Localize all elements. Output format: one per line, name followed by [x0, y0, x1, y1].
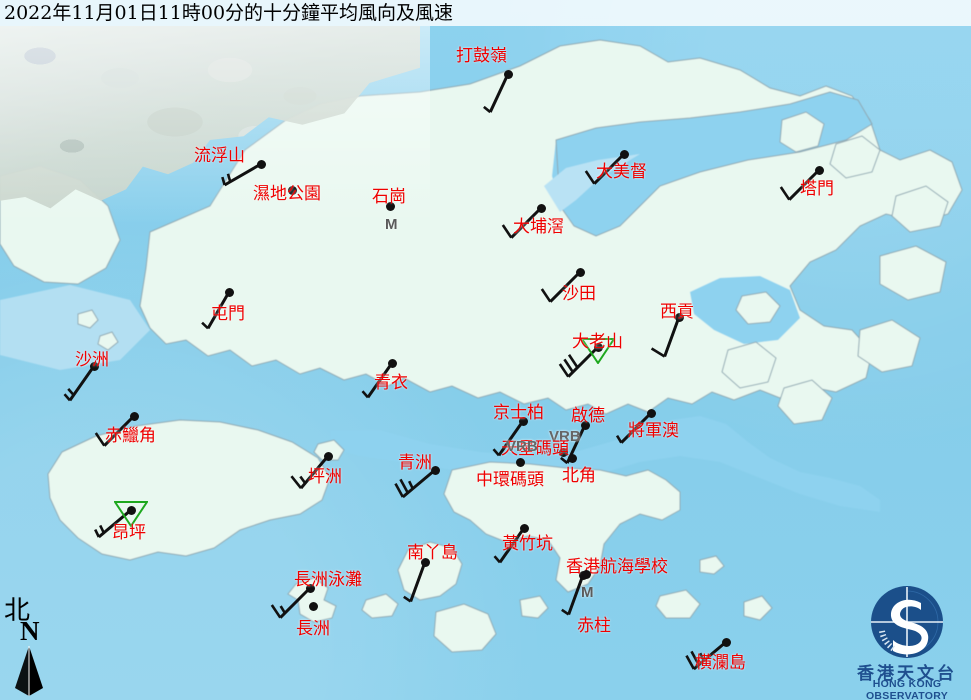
station-label: 大埔滘 — [513, 217, 564, 237]
station-dot — [126, 505, 136, 515]
station-dot — [593, 342, 603, 352]
hko-logo-icon — [871, 586, 943, 658]
station-dot — [814, 165, 824, 175]
station-dot — [224, 287, 234, 297]
wind-barb-icon — [483, 73, 510, 114]
station-dot — [89, 361, 99, 371]
station-label: 青洲 — [398, 453, 432, 473]
station-label: 流浮山 — [194, 146, 245, 166]
station-dot — [536, 203, 546, 213]
station-dot — [567, 453, 577, 463]
station-label: 塔門 — [800, 179, 834, 199]
station-dot — [503, 69, 513, 79]
hko-logo-text-cn: 香港天文台 — [857, 664, 957, 684]
station-dot — [515, 457, 525, 467]
page-title: 2022年11月01日11時00分的十分鐘平均風向及風速 — [4, 2, 454, 24]
station-dot — [575, 267, 585, 277]
station-label: 赤鱲角 — [105, 426, 156, 446]
station-label: 南丫島 — [407, 543, 458, 563]
wind-barb-icon — [221, 162, 262, 187]
wind-barb-icon — [270, 586, 312, 619]
station-label: 長洲 — [296, 619, 330, 639]
station-dot — [646, 408, 656, 418]
station-label: 横瀾島 — [695, 653, 746, 673]
wind-barb-icon — [584, 152, 626, 185]
wind-barb-icon — [615, 411, 653, 444]
wind-barb-icon — [403, 561, 427, 603]
wind-barb-icon — [561, 574, 585, 616]
station-dot — [518, 416, 528, 426]
station-label: 香港航海學校 — [566, 557, 668, 577]
station-label: 將軍澳 — [628, 421, 679, 441]
station-label: 大老山 — [572, 332, 623, 352]
wind-barb-icon — [361, 362, 394, 399]
station-dot — [287, 185, 297, 195]
hko-logo: 香港天文台 HONG KONG OBSERVATORY — [848, 585, 966, 700]
title-bar: 2022年11月01日11時00分的十分鐘平均風向及風速 — [0, 0, 971, 26]
station-dot — [430, 465, 440, 475]
station-dot — [580, 420, 590, 430]
hko-logo-text-en: HONG KONG OBSERVATORY — [865, 678, 949, 700]
station-dot — [387, 358, 397, 368]
station-dot — [581, 569, 591, 579]
station-label: 赤柱 — [577, 616, 611, 636]
station-dot — [385, 201, 395, 211]
station-dot — [721, 637, 731, 647]
compass-needle-icon — [15, 646, 43, 696]
wind-barb-icon — [501, 206, 543, 239]
wind-barb-icon — [493, 527, 526, 564]
station-label: 沙田 — [562, 284, 596, 304]
station-dot — [674, 312, 684, 322]
station-label: 大美督 — [596, 162, 647, 182]
wind-barb-icon — [63, 365, 96, 402]
station-label: 石崗 — [372, 187, 406, 207]
station-label: 北角 — [562, 466, 596, 486]
wind-barb-icon — [540, 270, 582, 303]
station-dot — [256, 159, 266, 169]
station-dot — [305, 583, 315, 593]
station-label: 天星碼頭 — [501, 439, 569, 459]
station-label: 青衣 — [374, 373, 408, 393]
station-label: 中環碼頭 — [476, 470, 544, 490]
station-dot — [519, 523, 529, 533]
station-dot — [323, 451, 333, 461]
wind-barb-icon — [94, 414, 136, 447]
station-label: 啟德 — [571, 406, 605, 426]
variable-wind-marker: VRB — [506, 438, 538, 455]
station-label: 坪洲 — [308, 467, 342, 487]
wind-barb-icon — [290, 455, 330, 490]
wind-barb-icon — [779, 168, 821, 201]
station-label: 沙洲 — [75, 350, 109, 370]
wind-barb-icon — [94, 508, 132, 539]
variable-wind-marker: VRB — [549, 428, 581, 445]
station-highlight-triangle-icon — [581, 338, 615, 364]
missing-data-marker: M — [385, 216, 398, 233]
station-dot — [619, 149, 629, 159]
station-label: 昂坪 — [112, 523, 146, 543]
station-label: 濕地公園 — [253, 184, 321, 204]
compass-label-cn: 北 — [4, 596, 31, 626]
station-highlight-triangle-icon — [114, 501, 148, 527]
station-dot — [558, 447, 568, 457]
station-label: 打鼓嶺 — [456, 46, 507, 66]
station-dot — [129, 411, 139, 421]
wind-barb-icon — [685, 640, 727, 671]
station-dot — [420, 557, 430, 567]
wind-barb-icon — [650, 316, 681, 358]
station-label: 西貢 — [660, 302, 694, 322]
station-label: 屯門 — [211, 304, 245, 324]
compass-rose: 北 N — [4, 590, 66, 696]
wind-barb-icon — [558, 345, 600, 378]
station-dot — [308, 601, 318, 611]
missing-data-marker: M — [581, 584, 594, 601]
wind-barb-icon — [492, 420, 525, 457]
station-label: 長洲泳灘 — [294, 570, 362, 590]
station-label: 京士柏 — [493, 403, 544, 423]
compass-label-en: N — [20, 616, 40, 646]
wind-barb-icon — [201, 291, 231, 330]
wind-barb-icon — [394, 468, 436, 499]
station-label: 黃竹坑 — [502, 534, 553, 554]
